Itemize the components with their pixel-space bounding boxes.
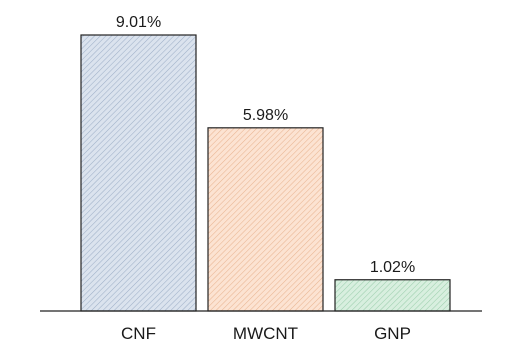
x-tick-label-gnp: GNP	[374, 324, 411, 343]
data-label-cnf: 9.01%	[116, 14, 161, 31]
data-label-gnp: 1.02%	[370, 259, 415, 276]
data-label-mwcnt: 5.98%	[243, 107, 288, 124]
bar-mwcnt	[207, 127, 324, 312]
bar-cnf	[80, 34, 197, 312]
x-tick-label-cnf: CNF	[121, 324, 156, 343]
labels-layer: 9.01% CNF 5.98% MWCNT 1.02% GNP	[116, 14, 415, 343]
x-tick-label-mwcnt: MWCNT	[233, 324, 298, 343]
bars-layer	[80, 34, 451, 312]
bar-gnp	[334, 279, 451, 312]
